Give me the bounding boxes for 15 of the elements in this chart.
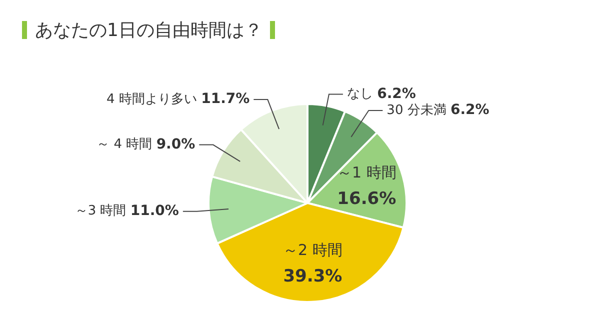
data-label: 39.3%: [283, 266, 342, 287]
data-label: 9.0%: [156, 136, 196, 152]
slice-label: なし: [346, 86, 373, 102]
data-label: 6.2%: [450, 102, 490, 118]
slice-label: ～2 時間: [283, 241, 342, 260]
data-label: 6.2%: [377, 86, 416, 102]
slice-label: ～3 時間: [74, 204, 126, 219]
slice-label: 30 分未満: [386, 102, 446, 118]
data-label: 11.0%: [130, 202, 179, 219]
data-label: 16.6%: [337, 189, 396, 210]
slice-label: ～1 時間: [336, 164, 396, 182]
slice-label: 4 時間より多い: [106, 92, 197, 107]
chart-title: あなたの1日の自由時間は？: [35, 19, 262, 42]
data-label: 11.7%: [201, 91, 250, 108]
slice-label: ～ 4 時間: [96, 137, 152, 152]
